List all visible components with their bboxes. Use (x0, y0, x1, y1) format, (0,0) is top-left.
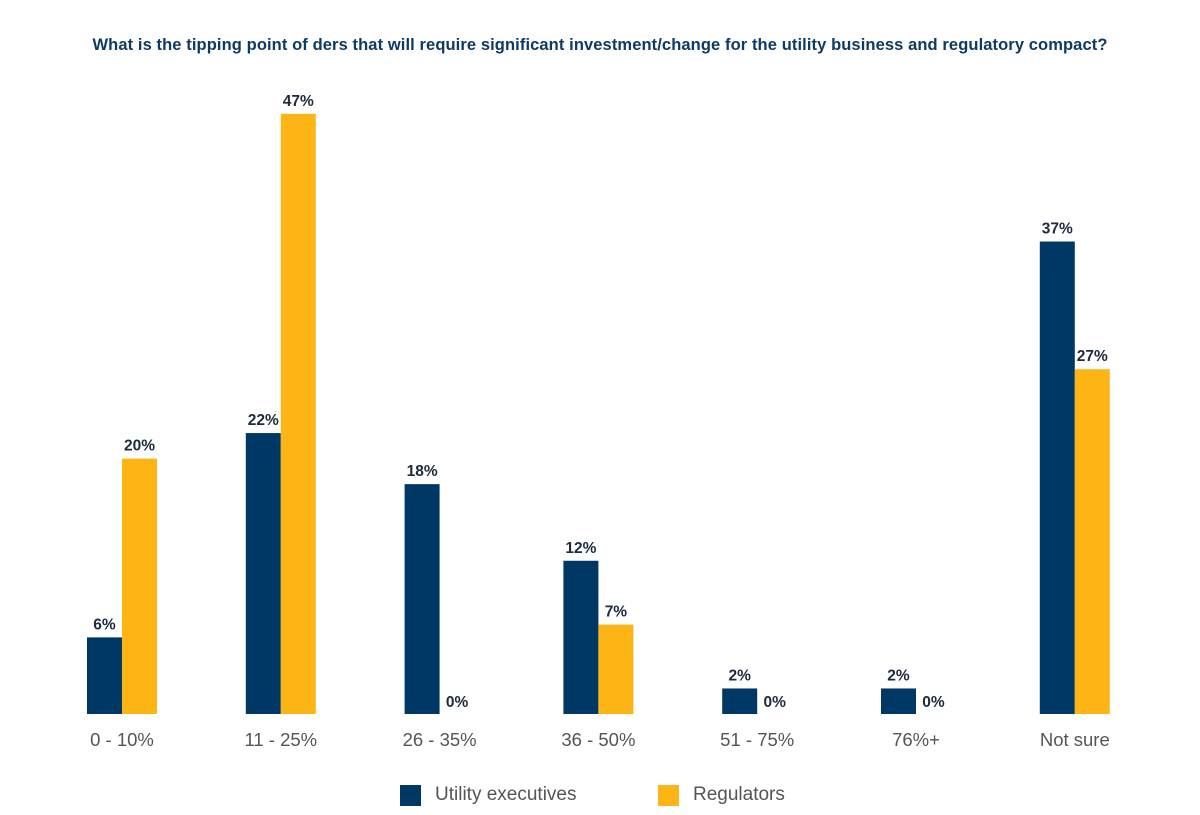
x-tick-label-51-75: 51 - 75% (720, 729, 794, 750)
bar-utility-executives-76 (881, 688, 916, 714)
bar-utility-executives-11-25 (245, 433, 281, 714)
x-tick-label-not-sure: Not sure (1040, 729, 1110, 750)
x-tick-labels-layer: 0 - 10% 11 - 25% 26 - 35% 36 - 50% 51 - 75% 7… (90, 729, 1110, 750)
x-tick-label-26-35: 26 - 35% (403, 729, 477, 750)
data-label-regulators-11-25: 47% (283, 93, 314, 110)
data-label-utility-executives-26-35: 18% (407, 463, 438, 480)
data-label-regulators-0-10: 20% (124, 438, 155, 455)
chart-title: What is the tipping point of ders that w… (92, 36, 1108, 54)
legend-item-regulators: Regulators (658, 784, 785, 806)
x-tick-label-76: 76%+ (892, 729, 940, 750)
data-labels-layer: 6% 20% 22% 47% 18% 0% 12% 7% 2% 0% 2% 0% 37% 27% (93, 93, 1108, 711)
bars-layer (87, 113, 1110, 714)
bar-regulators-0-10 (122, 458, 157, 714)
legend: Utility executives Regulators (0, 784, 1200, 808)
data-label-regulators-51-75: 0% (763, 694, 786, 711)
bar-utility-executives-26-35 (404, 484, 440, 714)
data-label-regulators-not-sure: 27% (1077, 348, 1108, 365)
bar-regulators-11-25 (280, 113, 316, 714)
data-label-utility-executives-36-50: 12% (565, 540, 596, 557)
legend-swatch-regulators (658, 784, 679, 806)
data-label-utility-executives-not-sure: 37% (1042, 221, 1073, 238)
legend-label-regulators: Regulators (693, 784, 785, 805)
data-label-utility-executives-76: 2% (887, 667, 910, 684)
legend-swatch-utility-executives (400, 784, 421, 806)
bar-utility-executives-51-75 (722, 688, 758, 714)
data-label-regulators-76: 0% (922, 694, 945, 711)
bar-regulators-36-50 (598, 624, 634, 714)
bar-utility-executives-0-10 (87, 637, 122, 714)
bar-utility-executives-36-50 (563, 560, 599, 714)
bar-regulators-not-sure (1074, 369, 1110, 714)
x-tick-label-11-25: 11 - 25% (244, 729, 317, 750)
legend-label-utility-executives: Utility executives (435, 784, 577, 805)
bar-utility-executives-not-sure (1039, 241, 1075, 714)
data-label-regulators-36-50: 7% (605, 604, 628, 621)
x-tick-label-0-10: 0 - 10% (90, 729, 154, 750)
legend-item-utility-executives: Utility executives (400, 784, 577, 806)
data-label-utility-executives-0-10: 6% (93, 616, 116, 633)
x-tick-label-36-50: 36 - 50% (561, 729, 635, 750)
data-label-regulators-26-35: 0% (446, 694, 469, 711)
data-label-utility-executives-51-75: 2% (728, 667, 751, 684)
data-label-utility-executives-11-25: 22% (248, 412, 279, 429)
